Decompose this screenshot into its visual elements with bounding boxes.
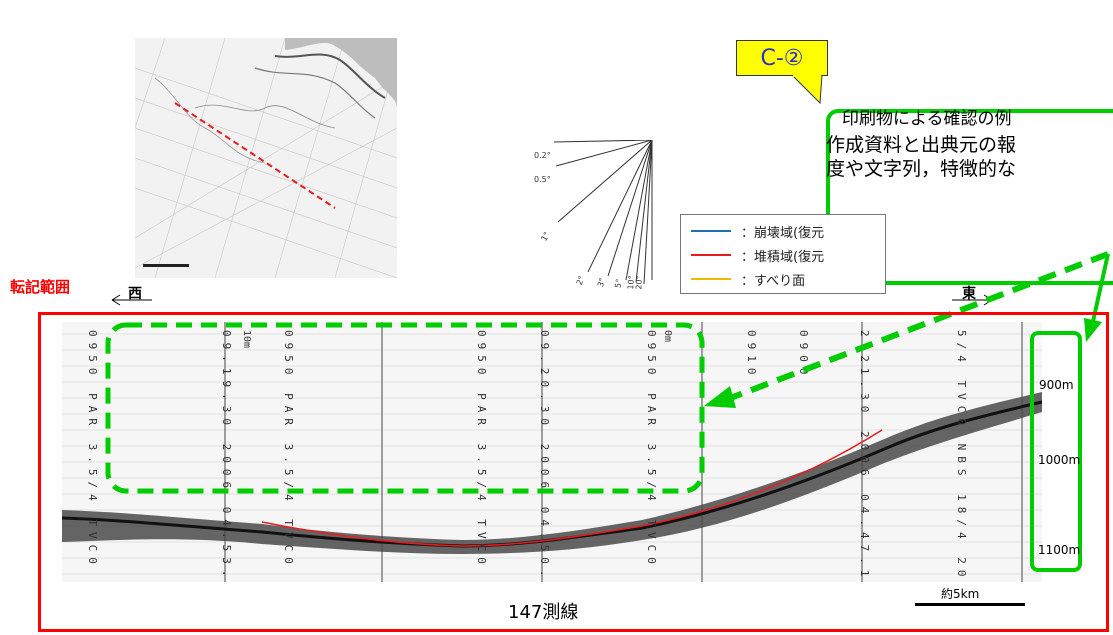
callout-tail bbox=[792, 75, 823, 105]
west-arrow-icon bbox=[111, 294, 152, 306]
scale-label: 約5km bbox=[941, 587, 980, 601]
angle-label: 0.5° bbox=[534, 175, 551, 184]
record-text-column: 0950 PAR 3.5/4 TVC0 NBS 18/4 bbox=[86, 330, 99, 580]
legend-label: ：すべり面 bbox=[741, 274, 806, 289]
depth-label: 1000m bbox=[1038, 453, 1081, 467]
west-label: 西 bbox=[128, 286, 142, 302]
angle-fan bbox=[553, 140, 653, 285]
note-line-2: 作成資料と出典元の報 bbox=[826, 134, 1017, 156]
record-text-column: 2.21.30 2006 04.47.1/N 142 bbox=[858, 330, 871, 580]
record-text-column: 09.19.30 2006 04.53.7/N 12 bbox=[220, 330, 233, 580]
angle-label: 0.2° bbox=[534, 151, 551, 160]
depth-label: 900m bbox=[1039, 378, 1074, 392]
legend-item-deposit: ：堆積域(復元 bbox=[691, 245, 881, 265]
seismic-record bbox=[62, 322, 1042, 582]
note-line-1: 印刷物による確認の例 bbox=[842, 109, 1012, 129]
survey-line-label: 147測線 bbox=[508, 602, 579, 623]
legend-item-slip-surface: ：すべり面 bbox=[691, 269, 881, 289]
record-marker-label: 0m bbox=[662, 330, 673, 343]
record-text-column: 0950 PAR 3.5/4 TVC0 NBS 18/4 bbox=[645, 330, 658, 580]
legend-swatch bbox=[691, 278, 731, 280]
callout-c2: C-② bbox=[736, 40, 828, 76]
record-marker-label: 10m bbox=[241, 330, 252, 349]
scale-bar bbox=[915, 603, 1025, 606]
inset-map bbox=[135, 38, 397, 278]
angle-label: 20° bbox=[634, 275, 644, 290]
legend-item-collapse: ：崩壊域(復元 bbox=[691, 221, 881, 241]
record-text-column: 5/4 TVC0 NBS 18/4 20 bbox=[955, 330, 968, 580]
record-text-column: 0910 bbox=[745, 330, 758, 381]
angle-label: 5° bbox=[613, 278, 624, 289]
record-text-column: 0950 PAR 3.5/4 TVC0 NBS 18/4 bbox=[282, 330, 295, 580]
legend-label: ：崩壊域(復元 bbox=[741, 226, 825, 241]
legend-swatch bbox=[691, 254, 731, 256]
legend: ：崩壊域(復元 ：堆積域(復元 ：すべり面 bbox=[680, 214, 886, 294]
note-line-3: 度や文字列，特徴的な bbox=[826, 158, 1017, 180]
transcription-range-label: 転記範囲 bbox=[10, 278, 71, 296]
legend-swatch bbox=[691, 230, 731, 232]
record-text-column: 0950 PAR 3.5/4 TVC0 NBS bbox=[475, 330, 488, 580]
east-label: 東 bbox=[962, 286, 976, 302]
depth-scale-box: 900m 1000m 1100m bbox=[1030, 331, 1082, 572]
record-text-column: 09.20.30 2006 04.50.4 N 12 bbox=[538, 330, 551, 580]
depth-label: 1100m bbox=[1038, 543, 1081, 557]
transcription-range-frame bbox=[38, 312, 1109, 632]
highlight-dashed-box bbox=[105, 322, 705, 494]
legend-label: ：堆積域(復元 bbox=[741, 250, 825, 265]
